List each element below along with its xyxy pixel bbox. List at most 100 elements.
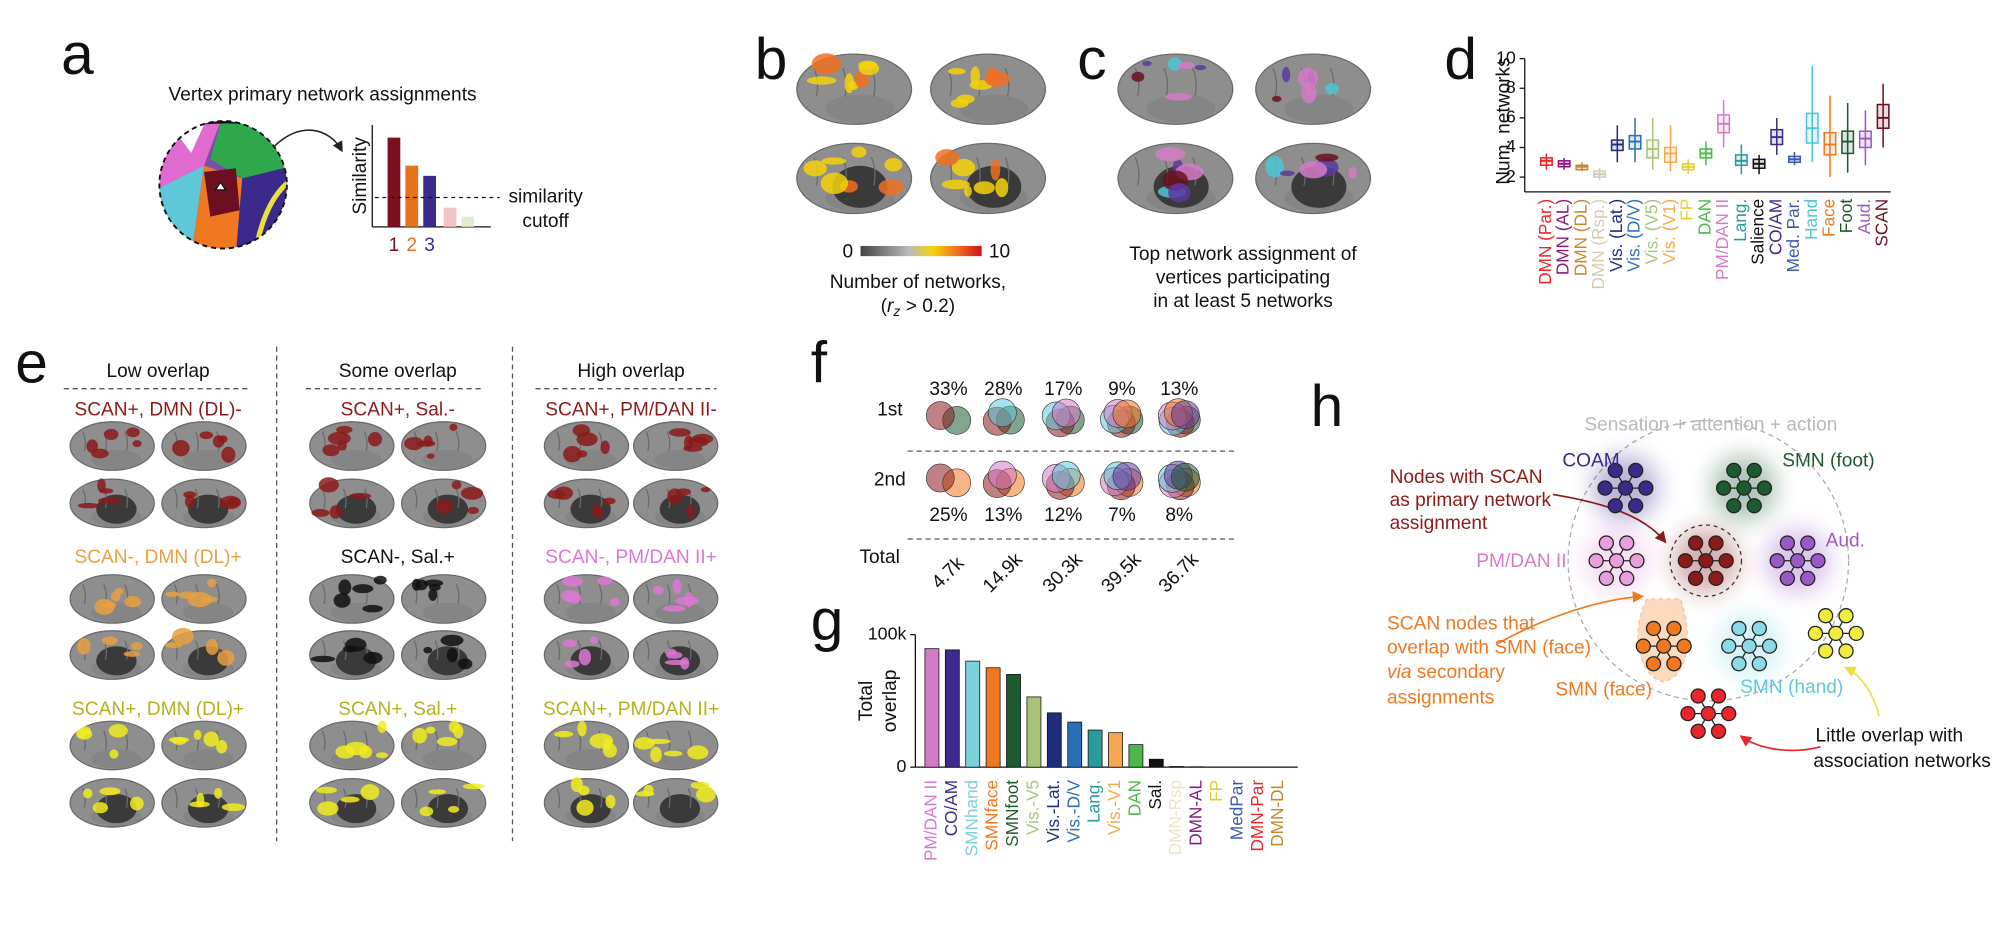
- activation: [457, 658, 473, 670]
- note: as primary network: [1390, 490, 1552, 511]
- sulcus: [124, 488, 129, 509]
- x-tick-label: DMN-Rsp: [1165, 780, 1185, 855]
- percent: 13%: [984, 505, 1022, 526]
- arrow: [1843, 666, 1880, 717]
- activation: [183, 491, 197, 499]
- x-tick-label: Vis. (V1): [1659, 199, 1679, 265]
- brain: [400, 574, 487, 624]
- activation: [436, 736, 458, 747]
- sulcus: [455, 584, 460, 604]
- activation: [935, 149, 960, 166]
- bar: [985, 667, 1001, 768]
- x-tick-label: PM/DAN II: [1712, 199, 1732, 280]
- node: [1810, 553, 1826, 569]
- activation: [1281, 67, 1291, 83]
- activation: [610, 597, 620, 607]
- activation: [440, 634, 464, 647]
- y-tick-label: 8: [1506, 77, 1516, 97]
- caption: Top network assignment of: [1129, 244, 1357, 265]
- brain: [161, 574, 247, 624]
- sulcus: [194, 488, 199, 509]
- percent: 12%: [1044, 505, 1082, 526]
- note: Nodes with SCAN: [1390, 467, 1543, 488]
- bar: [965, 660, 981, 768]
- activation: [108, 724, 128, 738]
- brain: [1255, 142, 1372, 215]
- percent: 13%: [1160, 379, 1198, 400]
- x-tick-label: DMN (Rsp.): [1588, 199, 1608, 290]
- node: [1598, 570, 1614, 587]
- activation: [603, 497, 616, 505]
- x-tick-label: Vis.-V1: [1104, 780, 1124, 835]
- x-tick-label: CO/AM: [1765, 199, 1785, 255]
- activation: [951, 158, 976, 177]
- brain: [543, 776, 630, 828]
- brain: [161, 478, 247, 529]
- caption: (rz > 0.2): [881, 296, 955, 319]
- node: [1741, 638, 1757, 654]
- activation: [460, 486, 484, 500]
- node: [1838, 608, 1854, 624]
- column-header: Low overlap: [107, 361, 210, 382]
- column-header: High overlap: [577, 361, 684, 382]
- node: [1690, 723, 1706, 739]
- activation: [662, 605, 686, 612]
- x-tick-label: SMNface: [982, 780, 1002, 851]
- brain: [543, 630, 630, 680]
- sulcus: [173, 488, 178, 509]
- bar: [1026, 696, 1042, 768]
- cutoff-label: cutoff: [522, 211, 569, 232]
- activation: [844, 73, 855, 94]
- activation: [317, 801, 339, 816]
- sulcus: [1004, 67, 1010, 97]
- activation: [1301, 82, 1317, 104]
- node: [1736, 480, 1752, 496]
- bar: [924, 648, 940, 768]
- activation: [404, 436, 424, 451]
- activation: [126, 427, 140, 438]
- activation: [564, 660, 580, 668]
- activation: [696, 786, 716, 803]
- activation: [360, 784, 380, 800]
- x-tick-label: Salience: [1748, 199, 1768, 265]
- brain: [632, 574, 719, 624]
- activation: [1131, 71, 1145, 82]
- sulcus: [413, 640, 418, 661]
- temporal: [91, 749, 142, 769]
- activation: [553, 730, 574, 738]
- x-tick-label: Vis. (D/V): [1624, 199, 1644, 272]
- activation: [164, 642, 183, 649]
- brain: [161, 720, 247, 771]
- activation: [172, 440, 190, 457]
- sulcus: [173, 788, 178, 808]
- sulcus: [598, 584, 603, 604]
- similarity-bars: [371, 124, 500, 228]
- node: [1828, 625, 1844, 641]
- sulcus: [124, 431, 129, 452]
- bar: [1148, 758, 1164, 768]
- network-label: COAM: [1562, 450, 1619, 471]
- activation: [426, 453, 435, 459]
- panel-letter: e: [15, 331, 48, 396]
- total: 36.7k: [1155, 549, 1203, 597]
- bar: [1046, 712, 1062, 768]
- sulcus: [455, 431, 460, 452]
- sulcus: [1163, 67, 1169, 97]
- brain: [69, 720, 155, 771]
- node: [1807, 625, 1824, 641]
- activation: [1194, 65, 1207, 71]
- sulcus: [645, 640, 650, 661]
- bar: [1087, 729, 1103, 768]
- x-tick-label: DMN (Par.): [1535, 199, 1555, 285]
- note-part: via: [1387, 662, 1411, 683]
- sulcus: [577, 488, 582, 509]
- activation: [412, 727, 428, 744]
- arrow: [1497, 591, 1645, 645]
- cutoff-label: similarity: [508, 187, 583, 208]
- node: [1680, 705, 1696, 722]
- activation: [554, 486, 573, 500]
- temporal: [654, 449, 706, 470]
- bar: [461, 216, 475, 227]
- percent: 28%: [984, 379, 1022, 400]
- caption: vertices participating: [1156, 267, 1330, 288]
